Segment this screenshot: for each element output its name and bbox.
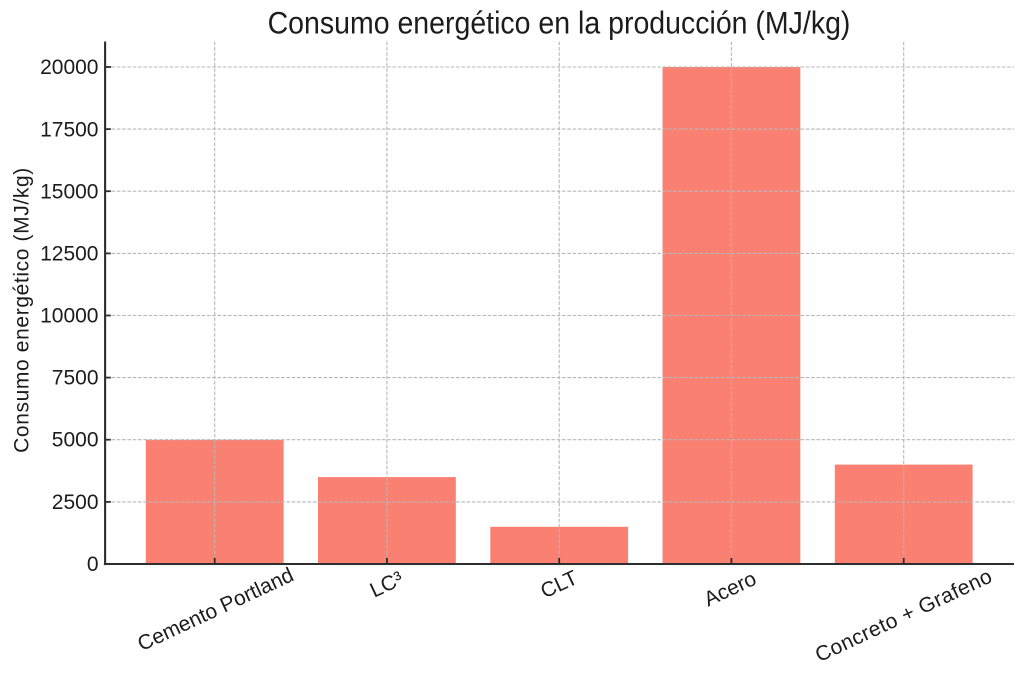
svg-text:Consumo energético en la produ: Consumo energético en la producción (MJ/… [268, 6, 851, 41]
svg-text:10000: 10000 [40, 305, 98, 328]
svg-text:0: 0 [87, 553, 99, 576]
svg-text:17500: 17500 [40, 118, 98, 141]
svg-text:2500: 2500 [52, 491, 99, 514]
svg-text:5000: 5000 [52, 429, 99, 452]
svg-text:20000: 20000 [40, 56, 98, 79]
svg-text:7500: 7500 [52, 367, 99, 390]
svg-text:12500: 12500 [40, 243, 98, 266]
svg-text:15000: 15000 [40, 180, 98, 203]
svg-text:Consumo energético (MJ/kg): Consumo energético (MJ/kg) [11, 167, 34, 453]
